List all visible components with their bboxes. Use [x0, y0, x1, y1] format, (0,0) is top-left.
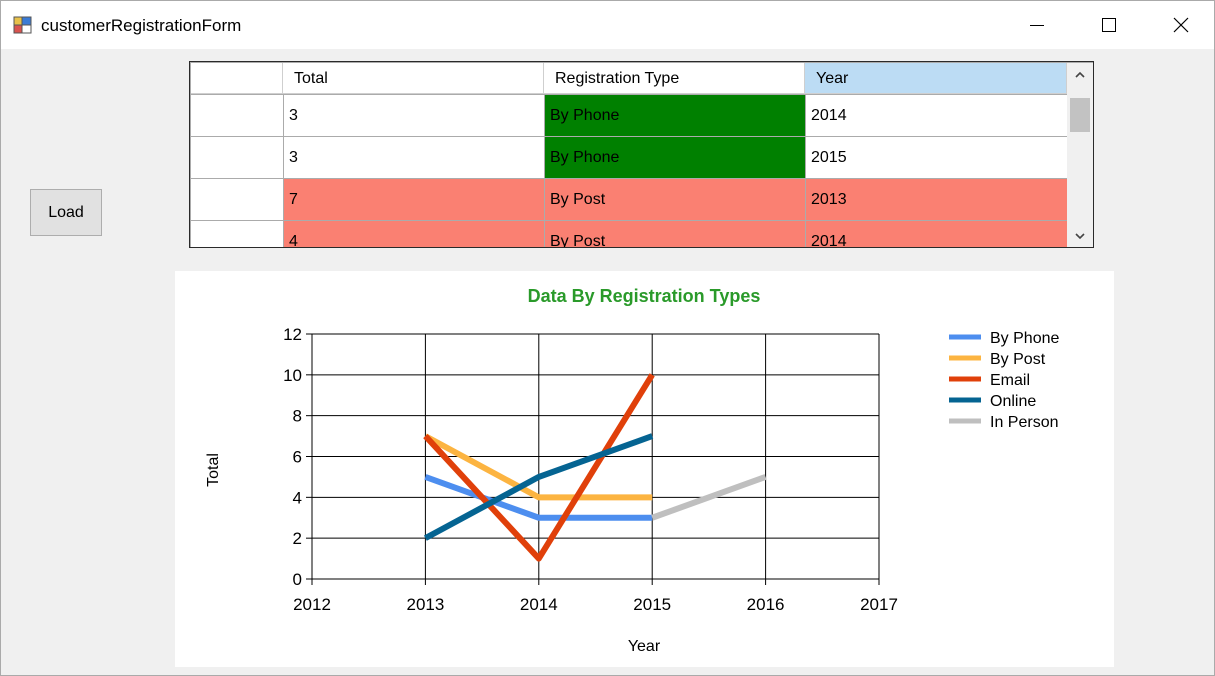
registration-chart: Data By Registration Types Total Year 0 2…	[175, 271, 1114, 667]
grid-cell-registration-type[interactable]: By Phone	[545, 95, 805, 136]
column-header-year[interactable]: Year	[805, 63, 1067, 94]
grid-cell-total[interactable]: 4	[284, 221, 544, 247]
x-tick-label: 2013	[406, 595, 444, 614]
grid-cell-year[interactable]: 2013	[806, 179, 1067, 220]
legend-label-online: Online	[990, 393, 1036, 410]
load-button[interactable]: Load	[30, 189, 102, 236]
grid-cell-registration-type[interactable]: By Phone	[545, 137, 805, 178]
app-icon	[13, 16, 32, 34]
x-tick-label: 2015	[633, 595, 671, 614]
legend-label-email: Email	[990, 372, 1030, 389]
y-tick-label: 4	[293, 488, 302, 507]
window-title: customerRegistrationForm	[41, 16, 242, 35]
grid-cell-year[interactable]: 2015	[806, 137, 1067, 178]
scrollbar-thumb[interactable]	[1070, 98, 1090, 132]
grid-viewport: Total Registration Type Year 3 By Phone …	[191, 63, 1067, 247]
y-axis-label: Total	[205, 453, 222, 487]
close-icon	[1173, 17, 1189, 33]
grid-cell-registration-type[interactable]: By Post	[545, 179, 805, 220]
grid-corner-header[interactable]	[191, 63, 283, 94]
chart-canvas: Data By Registration Types Total Year 0 2…	[205, 286, 1059, 655]
chevron-down-icon	[1075, 233, 1085, 240]
minimize-button[interactable]	[1001, 1, 1073, 49]
chart-title: Data By Registration Types	[528, 286, 761, 306]
grid-cell-registration-type[interactable]: By Post	[545, 221, 805, 247]
y-tick-label: 6	[293, 448, 302, 467]
x-tick-label: 2012	[293, 595, 331, 614]
legend-label-by-phone: By Phone	[990, 330, 1059, 347]
minimize-icon	[1030, 25, 1044, 26]
chevron-up-icon	[1075, 71, 1085, 78]
maximize-button[interactable]	[1073, 1, 1145, 49]
y-tick-label: 2	[293, 529, 302, 548]
grid-cell-year[interactable]: 2014	[806, 221, 1067, 247]
row-header[interactable]	[191, 221, 283, 247]
legend-label-in-person: In Person	[990, 414, 1058, 431]
scroll-down-button[interactable]	[1067, 224, 1093, 247]
y-tick-label: 12	[283, 325, 302, 344]
series-line-by-phone	[424, 474, 653, 521]
row-header[interactable]	[191, 179, 283, 220]
y-tick-label: 10	[283, 366, 302, 385]
x-axis-label: Year	[628, 638, 661, 655]
y-tick-label: 8	[293, 407, 302, 426]
legend-label-by-post: By Post	[990, 351, 1046, 368]
scroll-up-button[interactable]	[1067, 63, 1093, 87]
row-header[interactable]	[191, 137, 283, 178]
series-line-email	[423, 373, 655, 562]
series-line-online	[423, 433, 654, 541]
x-tick-label: 2014	[520, 595, 558, 614]
column-header-total[interactable]: Total	[283, 63, 544, 94]
x-tick-label: 2016	[747, 595, 785, 614]
y-tick-label: 0	[293, 570, 302, 589]
grid-cell-total[interactable]: 3	[284, 137, 544, 178]
maximize-icon	[1102, 18, 1116, 32]
row-header[interactable]	[191, 95, 283, 136]
close-button[interactable]	[1145, 1, 1215, 49]
data-grid[interactable]: Total Registration Type Year 3 By Phone …	[189, 61, 1094, 248]
x-tick-label: 2017	[860, 595, 898, 614]
grid-cell-total[interactable]: 7	[284, 179, 544, 220]
column-header-registration-type[interactable]: Registration Type	[544, 63, 805, 94]
series-line-by-post	[423, 433, 653, 501]
series-line-in-person	[651, 474, 767, 521]
grid-cell-year[interactable]: 2014	[806, 95, 1067, 136]
grid-cell-total[interactable]: 3	[284, 95, 544, 136]
vertical-scrollbar[interactable]	[1067, 63, 1093, 247]
title-bar: customerRegistrationForm	[1, 1, 1214, 49]
